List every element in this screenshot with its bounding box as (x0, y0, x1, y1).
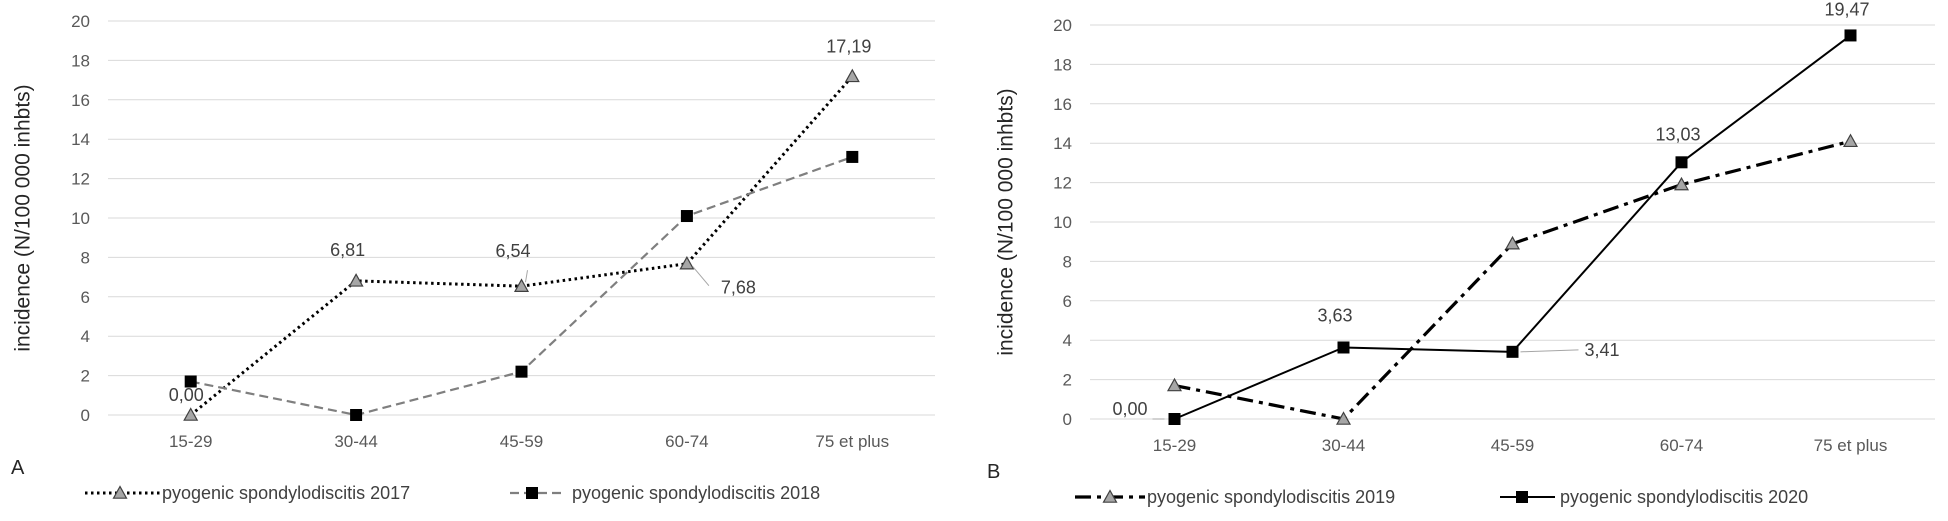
data-point (679, 255, 695, 270)
y-tick-label: 0 (81, 406, 90, 425)
data-point (1166, 377, 1183, 392)
y-tick-label: 2 (81, 367, 90, 386)
data-point (1168, 413, 1181, 425)
panel-label: A (11, 457, 25, 479)
data-point (1842, 133, 1859, 148)
x-tick-label: 75 et plus (815, 432, 889, 451)
y-tick-label: 4 (81, 327, 90, 346)
x-tick-label: 45-59 (1491, 436, 1534, 455)
data-point (846, 150, 859, 163)
x-tick-label: 60-74 (1660, 436, 1703, 455)
data-label: 3,63 (1318, 305, 1353, 325)
x-tick-label: 15-29 (1153, 436, 1196, 455)
x-tick-label: 30-44 (334, 432, 377, 451)
data-point (1673, 176, 1690, 191)
y-tick-label: 18 (71, 51, 90, 70)
label-leader (1520, 349, 1579, 353)
y-tick-label: 14 (71, 130, 90, 149)
y-tick-label: 0 (1063, 410, 1072, 429)
y-tick-label: 8 (81, 248, 90, 267)
data-point (515, 365, 528, 378)
x-tick-label: 30-44 (1322, 436, 1365, 455)
y-tick-label: 12 (71, 170, 90, 189)
y-tick-label: 6 (81, 288, 90, 307)
data-point (350, 409, 363, 421)
data-label: 7,68 (721, 278, 756, 298)
data-point (183, 407, 199, 421)
legend-marker (1102, 489, 1118, 503)
y-tick-label: 20 (1053, 16, 1072, 35)
data-label: 0,00 (1113, 399, 1148, 419)
data-point (1337, 341, 1350, 354)
y-tick-label: 8 (1063, 252, 1072, 271)
data-point (1335, 411, 1352, 425)
data-point (513, 278, 530, 292)
y-tick-label: 4 (1063, 331, 1072, 350)
legend-marker (526, 487, 538, 499)
x-tick-label: 60-74 (665, 432, 708, 451)
data-point (184, 375, 197, 388)
data-label: 3,41 (1585, 340, 1620, 360)
data-label: 0,00 (169, 385, 204, 405)
data-label: 19,47 (1825, 0, 1870, 19)
series-line-1 (1174, 139, 1851, 421)
data-point (1506, 345, 1519, 358)
data-point (844, 68, 860, 83)
data-point (348, 273, 364, 287)
y-axis-title: incidence (N/100 000 inhbts) (12, 84, 35, 351)
label-leader (692, 266, 710, 287)
x-tick-label: 75 et plus (1814, 436, 1888, 455)
data-point (1844, 29, 1857, 42)
legend-label: pyogenic spondylodiscitis 2017 (162, 483, 410, 503)
data-label: 17,19 (826, 36, 871, 56)
y-tick-label: 12 (1053, 174, 1072, 193)
y-tick-label: 16 (1053, 95, 1072, 114)
chart-panel-a: 0 2 4 6 8 10 12 14 16 18 20 15-29 30-44 45-59 60-74 75 … (11, 12, 935, 503)
legend-marker (112, 485, 128, 499)
data-label: 6,81 (330, 240, 365, 260)
legend-label: pyogenic spondylodiscitis 2018 (572, 483, 820, 503)
y-tick-label: 10 (1053, 213, 1072, 232)
label-leader (525, 270, 528, 283)
series-line-2 (1174, 34, 1852, 420)
y-tick-label: 14 (1053, 134, 1072, 153)
data-point (1675, 156, 1688, 169)
y-tick-label: 2 (1063, 371, 1072, 390)
legend-label: pyogenic spondylodiscitis 2020 (1560, 487, 1808, 507)
y-tick-label: 20 (71, 12, 90, 31)
panel-label: B (987, 461, 1000, 483)
y-tick-label: 16 (71, 91, 90, 110)
data-label: 13,03 (1656, 124, 1701, 144)
legend-label: pyogenic spondylodiscitis 2019 (1147, 487, 1395, 507)
y-tick-label: 18 (1053, 55, 1072, 74)
chart-panel-b: 0 2 4 6 8 10 12 14 16 18 20 15-29 30-44 45-59 60-74 75 … (987, 0, 1935, 507)
legend-marker (1516, 491, 1528, 503)
y-tick-label: 10 (71, 209, 90, 228)
data-point (680, 210, 693, 223)
y-tick-label: 6 (1063, 292, 1072, 311)
y-axis-title: incidence (N/100 000 inhbts) (995, 88, 1018, 355)
data-point (1504, 235, 1521, 250)
x-tick-label: 45-59 (500, 432, 543, 451)
data-label: 6,54 (496, 241, 531, 261)
x-tick-label: 15-29 (169, 432, 212, 451)
